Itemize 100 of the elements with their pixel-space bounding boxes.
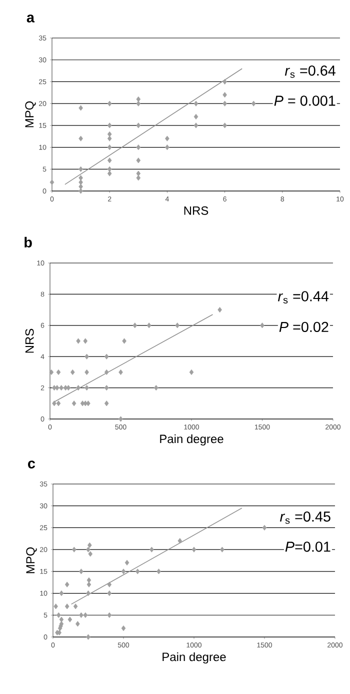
point	[107, 131, 112, 137]
point	[194, 122, 198, 128]
point	[54, 604, 58, 610]
point	[78, 188, 83, 194]
point	[189, 369, 194, 375]
annotation: P=0.01	[285, 542, 330, 552]
point	[154, 385, 158, 391]
point	[68, 616, 72, 622]
point	[78, 105, 83, 111]
point	[86, 546, 90, 552]
point	[107, 582, 112, 588]
point	[104, 400, 109, 406]
point	[121, 568, 126, 574]
x-axis-title: NRS	[184, 206, 208, 215]
point	[78, 166, 83, 172]
point	[86, 582, 92, 588]
y-axis-title: NRS	[25, 328, 34, 353]
point	[88, 542, 92, 548]
point	[64, 582, 70, 588]
annotation: P =0.02	[279, 322, 328, 332]
point	[165, 136, 170, 142]
point	[83, 338, 88, 344]
point	[59, 616, 64, 622]
point	[192, 546, 196, 552]
point	[79, 568, 84, 574]
annotation: r$_{s}$ =0.44	[278, 291, 329, 304]
point	[56, 400, 61, 406]
y-axis-title: MPQ	[25, 101, 36, 128]
point	[56, 369, 61, 375]
point	[135, 568, 140, 574]
x-axis-title: Pain degree	[160, 434, 224, 446]
point	[121, 625, 126, 632]
annotation: P = 0.001	[274, 96, 336, 106]
annotation: r$_{s}$ =0.45	[280, 512, 330, 524]
point	[136, 170, 141, 176]
point	[220, 546, 224, 552]
point	[178, 538, 182, 544]
point	[56, 612, 61, 618]
point	[107, 136, 112, 142]
point	[84, 354, 89, 360]
point	[136, 175, 141, 181]
point	[107, 166, 112, 172]
point	[194, 100, 198, 106]
point	[88, 551, 93, 557]
point	[194, 114, 198, 120]
point	[107, 122, 112, 128]
point	[52, 400, 56, 406]
point	[218, 307, 222, 313]
point	[79, 612, 84, 618]
point	[107, 612, 112, 618]
point	[86, 577, 92, 583]
point	[104, 354, 109, 360]
chart-title: b	[24, 236, 32, 248]
point	[136, 122, 141, 128]
point	[156, 568, 161, 574]
point	[76, 621, 80, 627]
point	[107, 158, 112, 164]
point	[84, 369, 89, 375]
point	[175, 322, 180, 328]
point	[107, 170, 112, 176]
chart-title: c	[28, 460, 36, 468]
point	[107, 590, 112, 596]
point	[150, 546, 154, 552]
point	[251, 100, 256, 106]
point	[132, 322, 138, 328]
point	[86, 400, 90, 406]
point	[107, 144, 112, 150]
point	[107, 100, 112, 106]
point	[73, 604, 78, 610]
point	[84, 385, 89, 391]
point	[76, 338, 80, 344]
point	[64, 604, 70, 610]
point	[59, 590, 64, 596]
point	[124, 560, 130, 566]
point	[146, 322, 152, 328]
point	[70, 369, 75, 375]
point	[222, 100, 227, 106]
point	[118, 416, 123, 422]
point	[118, 369, 123, 375]
point	[222, 122, 227, 128]
point	[49, 369, 54, 375]
point	[222, 92, 227, 98]
point	[262, 524, 267, 531]
point	[104, 369, 109, 375]
point	[76, 385, 80, 391]
point	[59, 385, 64, 391]
point	[104, 385, 109, 391]
point	[136, 158, 141, 164]
y-axis-title: MPQ	[26, 547, 37, 574]
annotation: r$_{s}$ =0.64	[284, 66, 336, 78]
point	[136, 100, 141, 106]
point	[72, 546, 76, 552]
x-axis-title: Pain degree	[162, 652, 226, 664]
point	[260, 322, 264, 328]
point	[83, 612, 88, 618]
point	[72, 400, 76, 406]
point	[78, 136, 83, 142]
chart-title: a	[26, 14, 35, 22]
point	[86, 634, 90, 640]
point	[136, 144, 141, 150]
